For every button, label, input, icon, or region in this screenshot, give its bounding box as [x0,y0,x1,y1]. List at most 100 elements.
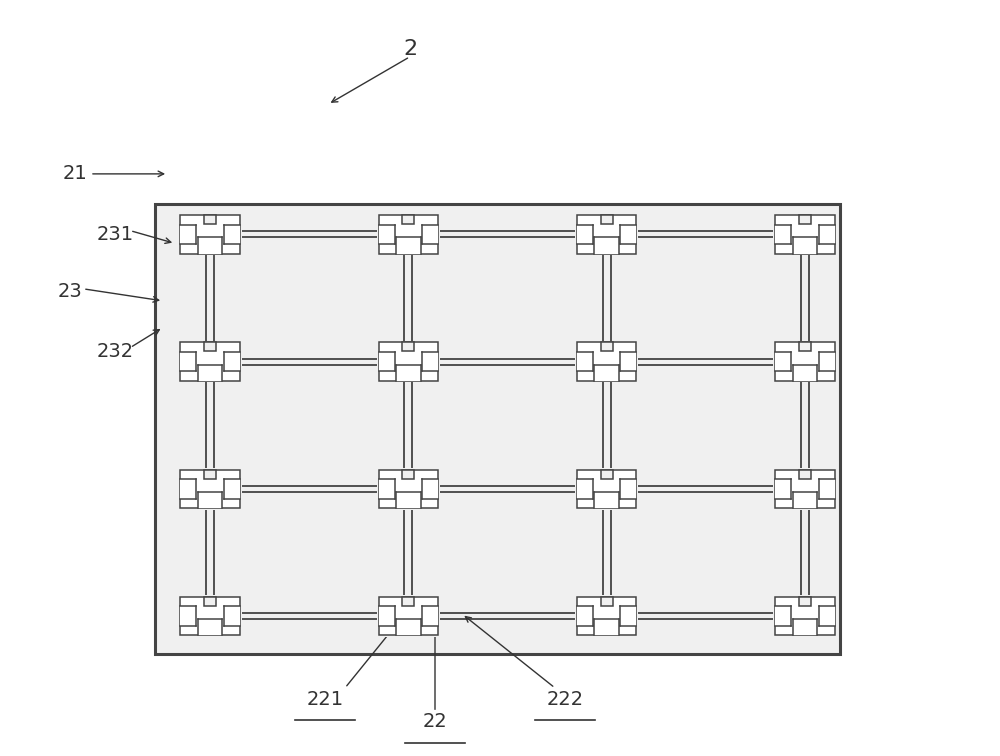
Bar [224,479,240,498]
Bar [180,596,240,636]
Bar [575,595,638,637]
Bar [396,364,421,381]
Bar [204,342,216,352]
Bar [396,492,421,508]
Bar [601,215,613,225]
Bar [773,341,837,383]
Bar [793,364,817,381]
Bar [198,619,222,636]
Bar [819,479,835,498]
Bar [793,619,817,636]
Bar [155,204,840,654]
Bar [422,606,438,626]
Bar [377,595,440,637]
Text: 222: 222 [546,689,584,709]
Bar [620,225,636,244]
Bar [773,213,837,256]
Bar [577,469,636,508]
Bar [620,606,636,626]
Bar [594,364,619,381]
Bar [577,479,593,498]
Bar [224,352,240,371]
Bar [819,606,835,626]
Bar [575,213,638,256]
Bar [396,237,421,254]
Bar [377,213,440,256]
Bar [204,469,216,479]
Bar [575,468,638,510]
Bar [379,342,438,381]
Bar [224,606,240,626]
Bar [799,469,811,479]
Bar [577,215,636,254]
Bar [198,364,222,381]
Bar [198,237,222,254]
Bar [773,468,837,510]
Bar [377,341,440,383]
Bar [180,479,196,498]
Bar [594,237,619,254]
Bar [224,225,240,244]
Bar [819,352,835,371]
Bar [402,469,414,479]
Bar [379,225,395,244]
Bar [204,596,216,606]
Bar [620,352,636,371]
Bar [422,479,438,498]
Bar [402,342,414,352]
Bar [198,492,222,508]
Text: 221: 221 [306,689,344,709]
Bar [819,225,835,244]
Bar [178,595,242,637]
Bar [594,619,619,636]
Bar [775,469,835,508]
Bar [799,596,811,606]
Bar [180,606,196,626]
Bar [402,596,414,606]
Bar [204,215,216,225]
Bar [594,492,619,508]
Bar [773,595,837,637]
Bar [422,352,438,371]
Bar [601,469,613,479]
Bar [178,468,242,510]
Bar [775,215,835,254]
Bar [178,341,242,383]
Bar [180,469,240,508]
Bar [180,342,240,381]
Text: 231: 231 [96,225,134,244]
Bar [178,213,242,256]
Bar [601,596,613,606]
Bar [180,352,196,371]
Text: 21: 21 [63,164,87,184]
Bar [379,215,438,254]
Bar [577,596,636,636]
Bar [775,596,835,636]
Bar [793,237,817,254]
Bar [775,342,835,381]
Bar [793,492,817,508]
Text: 2: 2 [403,39,417,59]
Bar [422,225,438,244]
Bar [379,352,395,371]
Bar [377,468,440,510]
Text: 22: 22 [423,712,447,732]
Bar [379,596,438,636]
Bar [180,225,196,244]
Bar [601,342,613,352]
Bar [379,479,395,498]
Text: 23: 23 [58,281,82,301]
Text: 232: 232 [96,342,134,361]
Bar [577,225,593,244]
Bar [775,352,791,371]
Bar [577,342,636,381]
Bar [575,341,638,383]
Bar [396,619,421,636]
Bar [799,215,811,225]
Bar [379,469,438,508]
Bar [577,606,593,626]
Bar [775,606,791,626]
Bar [799,342,811,352]
Bar [620,479,636,498]
Bar [402,215,414,225]
